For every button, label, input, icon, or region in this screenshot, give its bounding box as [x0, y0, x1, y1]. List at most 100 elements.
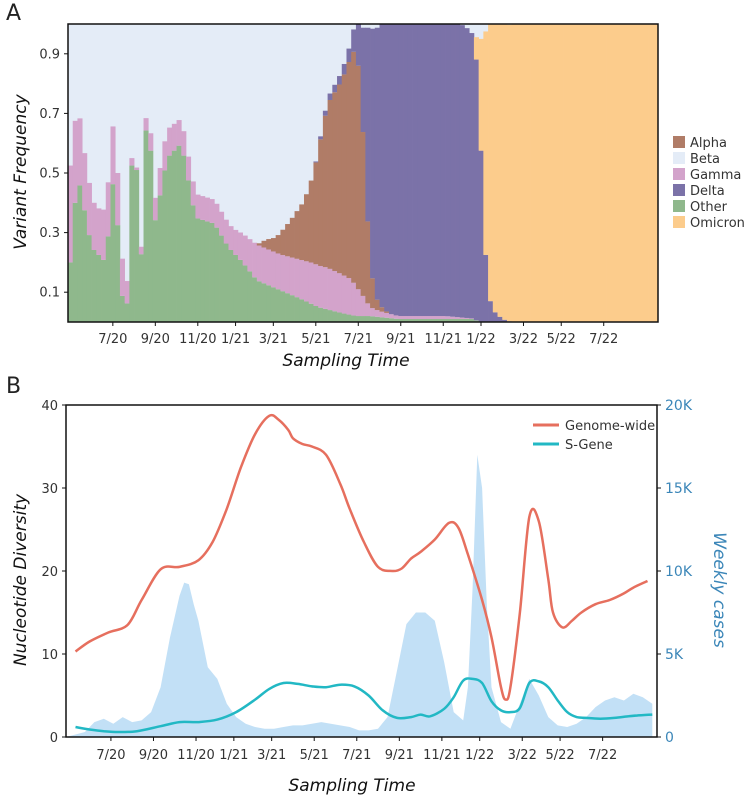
panel-b-y-axis-title: Nucleotide Diversity: [11, 493, 31, 666]
gamma-bar: [261, 247, 267, 284]
legend-swatch-other: [673, 200, 685, 212]
delta-bar: [341, 63, 347, 75]
other-bar: [445, 319, 451, 322]
omicron-bar: [601, 24, 607, 322]
delta-bar: [469, 33, 475, 319]
panel-b-right-y-ticks: 0 5K 10K 15K 20K: [657, 398, 693, 746]
other-bar: [322, 308, 328, 322]
delta-bar: [332, 84, 338, 93]
other-bar: [360, 316, 366, 322]
genome-wide-line: [74, 413, 649, 701]
omicron-bar: [577, 24, 583, 322]
y-tick-label: 10: [41, 648, 58, 663]
alpha-bar: [313, 162, 319, 265]
other-bar: [440, 319, 446, 322]
x-tick-label: 9/20: [139, 748, 168, 763]
alpha-bar: [285, 224, 291, 257]
omicron-bar: [478, 38, 484, 151]
panel-a-y-ticks: 0.1 0.3 0.5 0.7 0.9: [39, 47, 68, 301]
alpha-bar: [261, 240, 267, 248]
other-bar: [195, 218, 201, 322]
delta-bar: [492, 312, 498, 322]
panel-a-y-axis-title: Variant Frequency: [11, 93, 31, 249]
other-bar: [190, 205, 196, 322]
gamma-bar: [181, 131, 187, 156]
y-tick-label: 0: [50, 731, 58, 746]
omicron-bar: [502, 24, 508, 320]
delta-bar: [379, 24, 385, 308]
delta-bar: [355, 24, 361, 66]
legend-swatch-gamma: [673, 168, 685, 180]
delta-bar: [440, 24, 446, 317]
other-bar: [266, 285, 272, 322]
x-tick-label: 5/22: [545, 748, 574, 763]
delta-bar: [365, 27, 371, 222]
x-tick-label: 7/22: [589, 332, 618, 347]
omicron-bar: [558, 24, 564, 322]
gamma-bar: [82, 153, 88, 211]
legend-label-s-gene: S-Gene: [565, 438, 613, 453]
omicron-bar: [563, 24, 569, 322]
alpha-bar: [365, 221, 371, 304]
delta-bar: [455, 24, 461, 318]
delta-bar: [370, 28, 376, 279]
other-bar: [365, 316, 371, 322]
gamma-bar: [134, 167, 140, 171]
x-tick-label: 11/21: [425, 332, 462, 347]
gamma-bar: [445, 316, 451, 320]
other-bar: [252, 277, 258, 322]
omicron-bar: [483, 31, 489, 255]
alpha-bar: [370, 278, 376, 309]
y-tick-label: 0.7: [39, 107, 60, 122]
omicron-bar: [473, 37, 479, 60]
delta-bar: [488, 301, 494, 322]
gamma-bar: [219, 211, 225, 236]
delta-bar: [337, 76, 343, 85]
panel-b-x-axis-title: Sampling Time: [288, 776, 415, 796]
other-bar: [351, 315, 357, 322]
gamma-bar: [327, 268, 333, 311]
x-tick-label: 5/21: [301, 332, 330, 347]
x-tick-label: 3/22: [509, 332, 538, 347]
alpha-bar: [346, 62, 352, 279]
y-tick-label: 0.5: [39, 167, 60, 182]
delta-bar: [459, 25, 465, 318]
x-tick-label: 1/21: [219, 748, 248, 763]
gamma-bar: [138, 246, 144, 255]
other-bar: [152, 220, 159, 322]
other-bar: [304, 301, 310, 322]
legend-swatch-beta: [673, 152, 685, 164]
other-bar: [162, 170, 168, 322]
other-bar: [436, 319, 442, 322]
other-bar: [176, 145, 182, 322]
omicron-bar: [573, 24, 579, 322]
gamma-bar: [318, 265, 324, 308]
panel-a-x-axis-title: Sampling Time: [282, 351, 409, 371]
diversity-plot: [66, 413, 653, 737]
omicron-bar: [610, 24, 616, 322]
omicron-bar: [606, 24, 612, 322]
gamma-bar: [270, 251, 277, 288]
omicron-bar: [624, 24, 631, 322]
x-tick-label: 5/22: [547, 332, 576, 347]
other-bar: [256, 281, 262, 322]
omicron-bar: [506, 24, 513, 322]
other-bar: [469, 319, 475, 322]
y-tick-label: 30: [41, 482, 58, 497]
other-bar: [86, 235, 92, 322]
legend-swatch-delta: [673, 184, 685, 196]
omicron-bar: [629, 24, 635, 322]
gamma-bar: [171, 123, 177, 151]
delta-bar: [384, 24, 390, 312]
other-bar: [148, 150, 154, 322]
x-tick-label: 9/20: [141, 332, 170, 347]
legend-label-omicron: Omicron: [690, 216, 745, 231]
gamma-bar: [289, 257, 295, 296]
gamma-bar: [308, 262, 314, 304]
x-tick-label: 9/21: [386, 332, 415, 347]
gamma-bar: [360, 295, 366, 317]
omicron-bar: [554, 24, 560, 322]
right-y-tick-label: 10K: [665, 564, 693, 580]
